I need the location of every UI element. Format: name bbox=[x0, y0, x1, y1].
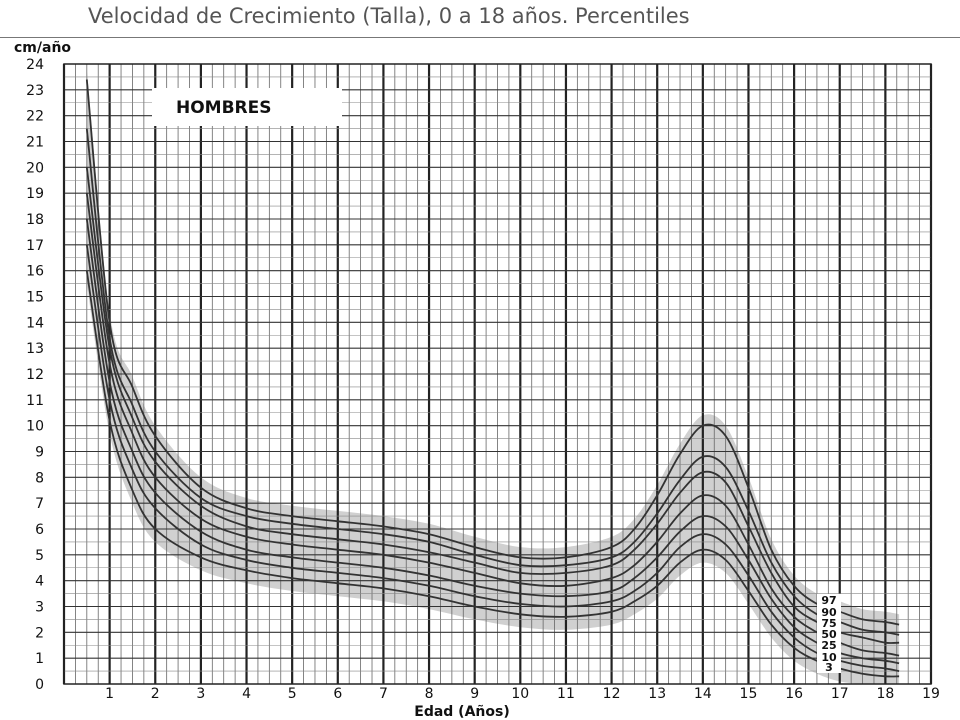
y-tick-label: 2 bbox=[35, 625, 44, 641]
x-tick-label: 18 bbox=[876, 686, 894, 702]
badge-label: HOMBRES bbox=[176, 98, 272, 118]
y-tick-label: 1 bbox=[35, 651, 44, 667]
x-tick-label: 9 bbox=[470, 686, 479, 702]
percentile-label-10: 10 bbox=[821, 651, 837, 664]
y-tick-label: 4 bbox=[35, 574, 44, 590]
y-tick-label: 8 bbox=[35, 470, 44, 486]
percentile-label-bg bbox=[817, 606, 841, 618]
percentile-label-97: 97 bbox=[821, 594, 836, 607]
plot-frame bbox=[63, 63, 932, 685]
series-line-p25 bbox=[85, 218, 900, 665]
y-tick-label: 20 bbox=[26, 160, 44, 176]
x-tick-label: 10 bbox=[511, 686, 529, 702]
y-tick-label: 23 bbox=[26, 83, 44, 99]
percentile-band bbox=[86, 69, 900, 685]
y-tick-label: 18 bbox=[26, 212, 44, 228]
y-tick-label: 7 bbox=[35, 496, 44, 512]
percentile-label-bg bbox=[817, 628, 841, 640]
axis-layer bbox=[63, 63, 932, 685]
series-line-p97 bbox=[85, 79, 900, 626]
percentile-label-50: 50 bbox=[821, 628, 837, 641]
x-tick-label: 5 bbox=[288, 686, 297, 702]
y-axis-title: cm/año bbox=[14, 40, 71, 56]
y-tick-label: 19 bbox=[26, 186, 44, 202]
series-line-p75 bbox=[85, 167, 900, 644]
series-line-p50 bbox=[85, 193, 900, 657]
y-tick-label: 9 bbox=[35, 445, 44, 461]
x-tick-label: 6 bbox=[333, 686, 342, 702]
x-tick-label: 16 bbox=[785, 686, 803, 702]
x-tick-label: 17 bbox=[831, 686, 849, 702]
x-tick-label: 3 bbox=[196, 686, 205, 702]
y-tick-label: 24 bbox=[26, 57, 44, 73]
x-axis-title: Edad (Años) bbox=[414, 704, 509, 720]
grid-layer bbox=[62, 63, 933, 685]
y-tick-label: 12 bbox=[26, 367, 44, 383]
series-line-p90 bbox=[85, 128, 900, 636]
shaded-band-layer bbox=[86, 69, 900, 685]
y-tick-label: 15 bbox=[26, 290, 44, 306]
y-tick-label: 0 bbox=[35, 677, 44, 693]
series-layer bbox=[85, 79, 900, 678]
title-divider bbox=[0, 37, 960, 38]
x-tick-label: 15 bbox=[740, 686, 758, 702]
x-tick-label: 7 bbox=[379, 686, 388, 702]
y-tick-label: 5 bbox=[35, 548, 44, 564]
y-tick-label: 6 bbox=[35, 522, 44, 538]
y-tick-label: 14 bbox=[26, 315, 44, 331]
y-tick-label: 3 bbox=[35, 600, 44, 616]
x-tick-label: 12 bbox=[603, 686, 621, 702]
x-tick-label: 1 bbox=[105, 686, 114, 702]
y-tick-label: 13 bbox=[26, 341, 44, 357]
percentile-label-90: 90 bbox=[821, 606, 837, 619]
x-tick-label: 11 bbox=[557, 686, 575, 702]
percentile-label-3: 3 bbox=[825, 661, 833, 674]
y-tick-label: 21 bbox=[26, 135, 44, 151]
chart-title: Velocidad de Crecimiento (Talla), 0 a 18… bbox=[88, 4, 690, 28]
percentile-label-25: 25 bbox=[821, 639, 836, 652]
percentile-label-bg bbox=[817, 617, 841, 629]
series-line-p10 bbox=[85, 244, 900, 672]
y-tick-label: 17 bbox=[26, 238, 44, 254]
x-tick-label: 2 bbox=[151, 686, 160, 702]
percentile-label-bg bbox=[817, 661, 841, 673]
y-tick-label: 10 bbox=[26, 419, 44, 435]
x-tick-label: 8 bbox=[425, 686, 434, 702]
series-line-p3 bbox=[85, 270, 900, 678]
hombres-badge: HOMBRES bbox=[152, 88, 342, 126]
x-tick-label: 14 bbox=[694, 686, 712, 702]
percentile-label-75: 75 bbox=[821, 617, 836, 630]
percentile-label-bg bbox=[817, 651, 841, 663]
y-tick-label: 11 bbox=[26, 393, 44, 409]
tick-label-layer: 0123456789101112131415161718192021222324… bbox=[26, 57, 940, 702]
x-tick-label: 19 bbox=[922, 686, 940, 702]
percentile-label-bg bbox=[817, 594, 841, 606]
x-tick-label: 13 bbox=[648, 686, 666, 702]
percentile-label-bg bbox=[817, 639, 841, 651]
y-tick-label: 16 bbox=[26, 264, 44, 280]
y-tick-label: 22 bbox=[26, 109, 44, 125]
x-tick-label: 4 bbox=[242, 686, 251, 702]
badge-background bbox=[152, 88, 342, 126]
